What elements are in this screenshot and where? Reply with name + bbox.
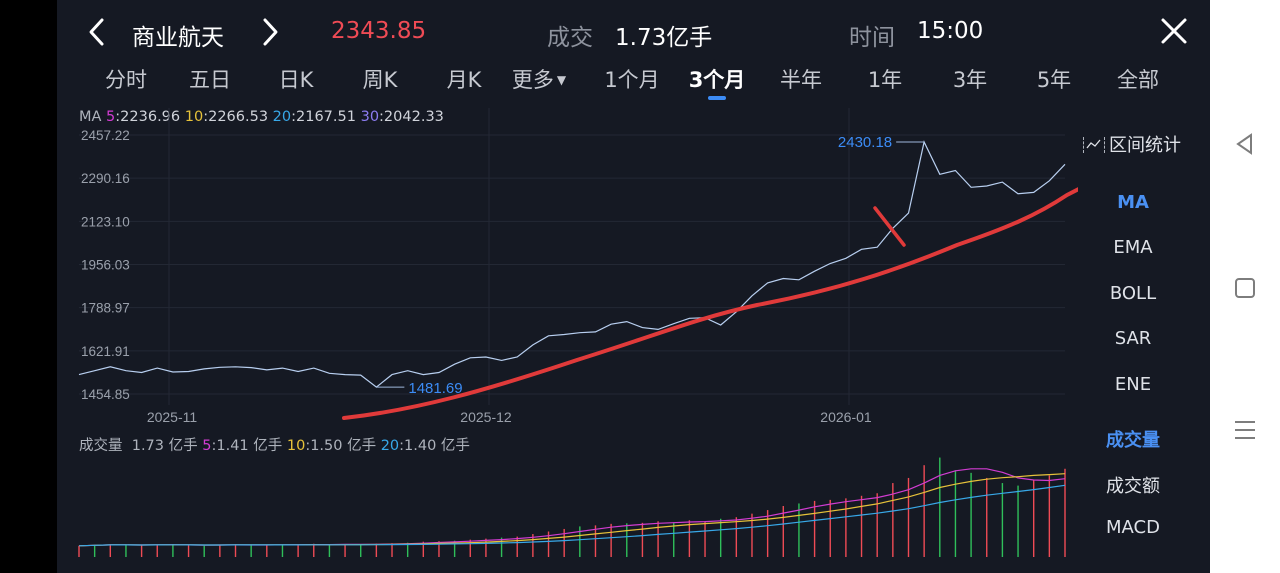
tick-mark-annotation	[873, 206, 906, 247]
time-value: 15:00	[917, 18, 984, 44]
y-tick-label: 1621.91	[81, 344, 130, 359]
y-tick-label: 2457.22	[81, 128, 130, 143]
top-bar: 商业航天 2343.85 成交 1.73亿手 时间 15:00	[57, 0, 1210, 62]
nav-menu-icon[interactable]	[1210, 418, 1280, 448]
close-icon[interactable]	[1157, 14, 1191, 48]
ma5-value: 5:2236.96	[106, 109, 181, 125]
stock-chart-screen: 商业航天 2343.85 成交 1.73亿手 时间 15:00 分时 五日 日K…	[57, 0, 1210, 573]
range-stat-label: 区间统计	[1109, 135, 1181, 156]
volume-legend: 成交量 1.73 亿手 5:1.41 亿手 10:1.50 亿手 20:1.40…	[79, 434, 470, 455]
tab-3-month[interactable]: 3个月	[688, 68, 746, 92]
tab-1-year[interactable]: 1年	[867, 68, 903, 92]
y-axis-labels: 2457.22 2290.16 2123.10 1956.03 1788.97 1621.…	[81, 128, 130, 402]
volume-ma-10-line	[78, 473, 1066, 547]
range-stat-button[interactable]: 区间统计	[1083, 131, 1188, 159]
tab-daily-k[interactable]: 日K	[278, 68, 314, 92]
tab-half-year[interactable]: 半年	[780, 68, 822, 92]
x-tick-label: 2026-01	[820, 409, 872, 425]
y-tick-label: 1788.97	[81, 301, 130, 316]
volume-ma20: 20:1.40 亿手	[380, 438, 470, 454]
volume-value: 1.73亿手	[615, 25, 713, 51]
y-tick-label: 1956.03	[81, 258, 130, 273]
index-title: 商业航天	[132, 25, 224, 51]
tab-weekly-k[interactable]: 周K	[362, 68, 398, 92]
y-tick-label: 2290.16	[81, 171, 130, 186]
price-line-group	[78, 140, 1066, 388]
tab-more[interactable]: 更多 ▼	[512, 64, 566, 94]
high-marker-label: 2430.18	[838, 134, 892, 151]
tab-monthly-k[interactable]: 月K	[446, 68, 482, 92]
dropdown-caret-icon: ▼	[556, 73, 567, 87]
tab-5-year[interactable]: 5年	[1036, 68, 1072, 92]
volume-label: 成交	[547, 25, 593, 51]
indicator-macd[interactable]: MACD	[1106, 517, 1160, 538]
last-price: 2343.85	[331, 18, 427, 44]
volume-legend-label: 成交量	[79, 438, 123, 454]
ma20-value: 20:2167.51	[272, 109, 356, 125]
indicator-boll[interactable]: BOLL	[1109, 283, 1157, 304]
tab-intraday[interactable]: 分时	[105, 68, 147, 92]
hand-drawn-annotation	[342, 187, 1078, 420]
volume-ma10: 10:1.50 亿手	[286, 438, 377, 454]
tab-1-month[interactable]: 1个月	[604, 68, 660, 92]
low-marker-label: 1481.69	[408, 380, 462, 397]
indicator-panel: 区间统计 MA EMA BOLL SAR ENE 成交量 成交额 MACD	[1078, 109, 1188, 561]
indicator-volume[interactable]: 成交量	[1106, 430, 1160, 451]
ma-legend: MA 5:2236.96 10:2266.53 20:2167.51 30:20…	[79, 109, 444, 125]
indicator-sar[interactable]: SAR	[1114, 328, 1152, 349]
back-icon[interactable]	[83, 15, 113, 49]
nav-back-icon[interactable]	[1210, 132, 1280, 162]
indicator-turnover[interactable]: 成交额	[1106, 476, 1160, 497]
tab-five-day[interactable]: 五日	[189, 68, 231, 92]
range-stat-icon	[1083, 137, 1105, 153]
indicator-ma[interactable]: MA	[1117, 192, 1149, 213]
period-tabs: 分时 五日 日K 周K 月K 更多 ▼ 1个月 3个月 半年 1年 3年 5年 全…	[57, 62, 1210, 106]
price-line	[78, 140, 1066, 388]
forward-icon[interactable]	[255, 15, 285, 57]
high-low-markers: 2430.18 1481.69	[376, 134, 925, 397]
price-grid	[79, 108, 1065, 405]
screen-left-strip	[0, 0, 57, 573]
tab-all[interactable]: 全部	[1117, 68, 1159, 92]
ma-legend-prefix: MA	[79, 109, 102, 125]
ma10-value: 10:2266.53	[184, 109, 269, 125]
chart-canvas[interactable]: 2457.22 2290.16 2123.10 1956.03 1788.97 1621.…	[57, 0, 1078, 573]
tab-more-label: 更多	[511, 68, 554, 92]
system-nav-bar	[1210, 0, 1280, 573]
volume-ma-lines	[78, 468, 1066, 547]
indicator-ene[interactable]: ENE	[1114, 374, 1152, 395]
indicator-ema[interactable]: EMA	[1113, 237, 1153, 258]
active-tab-indicator	[708, 96, 726, 100]
volume-ma-20-line	[78, 484, 1066, 547]
y-tick-label: 1454.85	[81, 387, 130, 402]
trend-line-annotation	[342, 187, 1078, 420]
volume-legend-value: 1.73 亿手	[131, 438, 198, 454]
x-tick-label: 2025-11	[147, 409, 198, 425]
volume-ma5: 5:1.41 亿手	[202, 438, 283, 454]
y-tick-label: 2123.10	[81, 214, 130, 229]
nav-home-icon[interactable]	[1210, 276, 1280, 306]
x-axis-labels: 2025-11 2025-12 2026-01	[147, 409, 872, 425]
time-label: 时间	[849, 25, 895, 51]
ma30-value: 30:2042.33	[360, 109, 444, 125]
x-tick-label: 2025-12	[460, 409, 512, 425]
tab-3-year[interactable]: 3年	[952, 68, 988, 92]
